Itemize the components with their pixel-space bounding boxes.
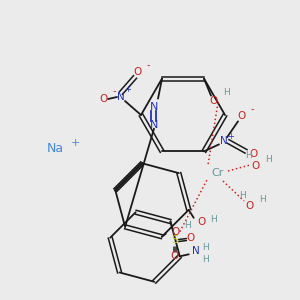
Text: O: O [170, 250, 178, 260]
Text: Cr: Cr [212, 168, 224, 178]
Text: N: N [150, 102, 158, 112]
Text: H: H [210, 215, 217, 224]
Text: +: + [70, 138, 80, 148]
Text: O: O [99, 94, 107, 104]
Text: O: O [186, 232, 195, 242]
Text: N: N [220, 136, 228, 146]
Text: H: H [244, 152, 251, 160]
Text: H: H [184, 221, 191, 230]
Text: O: O [252, 161, 260, 171]
Text: H: H [238, 191, 245, 200]
Text: O: O [238, 111, 246, 122]
Text: +: + [124, 85, 131, 94]
Text: O: O [250, 149, 258, 159]
Text: Na: Na [46, 142, 64, 154]
Text: O: O [134, 67, 142, 77]
Text: O: O [198, 217, 206, 227]
Text: H: H [265, 155, 272, 164]
Text: H: H [259, 194, 266, 203]
Text: O: O [210, 96, 218, 106]
Text: H: H [202, 243, 209, 252]
Text: -: - [112, 86, 116, 96]
Text: N: N [117, 92, 125, 102]
Text: -: - [146, 60, 150, 70]
Text: N: N [192, 246, 200, 256]
Text: -: - [250, 104, 254, 114]
Text: H: H [223, 88, 230, 97]
Text: O: O [172, 227, 180, 237]
Text: +: + [228, 132, 234, 141]
Text: S: S [171, 235, 178, 244]
Text: H: H [202, 255, 209, 264]
Text: O: O [246, 201, 254, 211]
Text: N: N [150, 120, 158, 130]
